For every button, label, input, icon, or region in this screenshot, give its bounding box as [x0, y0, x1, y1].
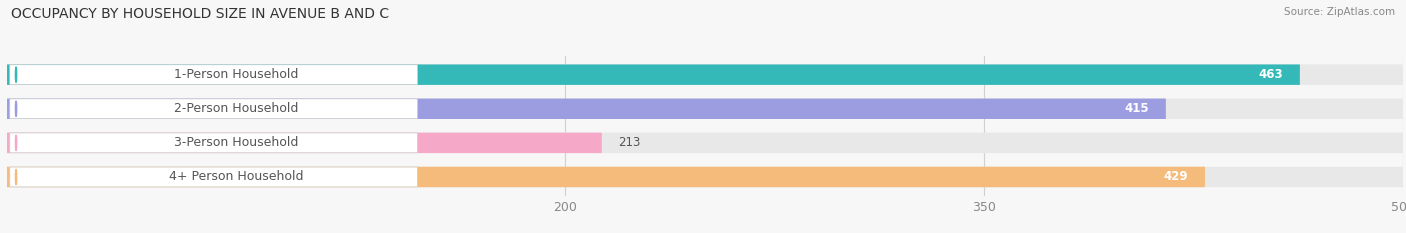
Text: 3-Person Household: 3-Person Household [174, 136, 298, 149]
FancyBboxPatch shape [10, 133, 418, 153]
FancyBboxPatch shape [7, 167, 1403, 187]
Text: 213: 213 [619, 136, 641, 149]
FancyBboxPatch shape [7, 65, 1301, 85]
Text: 1-Person Household: 1-Person Household [174, 68, 298, 81]
FancyBboxPatch shape [7, 99, 1403, 119]
FancyBboxPatch shape [10, 65, 418, 85]
FancyBboxPatch shape [10, 99, 418, 119]
Text: Source: ZipAtlas.com: Source: ZipAtlas.com [1284, 7, 1395, 17]
Text: 2-Person Household: 2-Person Household [174, 102, 298, 115]
FancyBboxPatch shape [7, 99, 1166, 119]
Text: 4+ Person Household: 4+ Person Household [169, 171, 304, 183]
FancyBboxPatch shape [7, 133, 602, 153]
FancyBboxPatch shape [7, 167, 1205, 187]
Text: 429: 429 [1164, 171, 1188, 183]
FancyBboxPatch shape [7, 133, 1403, 153]
Text: OCCUPANCY BY HOUSEHOLD SIZE IN AVENUE B AND C: OCCUPANCY BY HOUSEHOLD SIZE IN AVENUE B … [11, 7, 389, 21]
Text: 463: 463 [1258, 68, 1284, 81]
FancyBboxPatch shape [10, 167, 418, 187]
Text: 415: 415 [1125, 102, 1149, 115]
FancyBboxPatch shape [7, 65, 1403, 85]
